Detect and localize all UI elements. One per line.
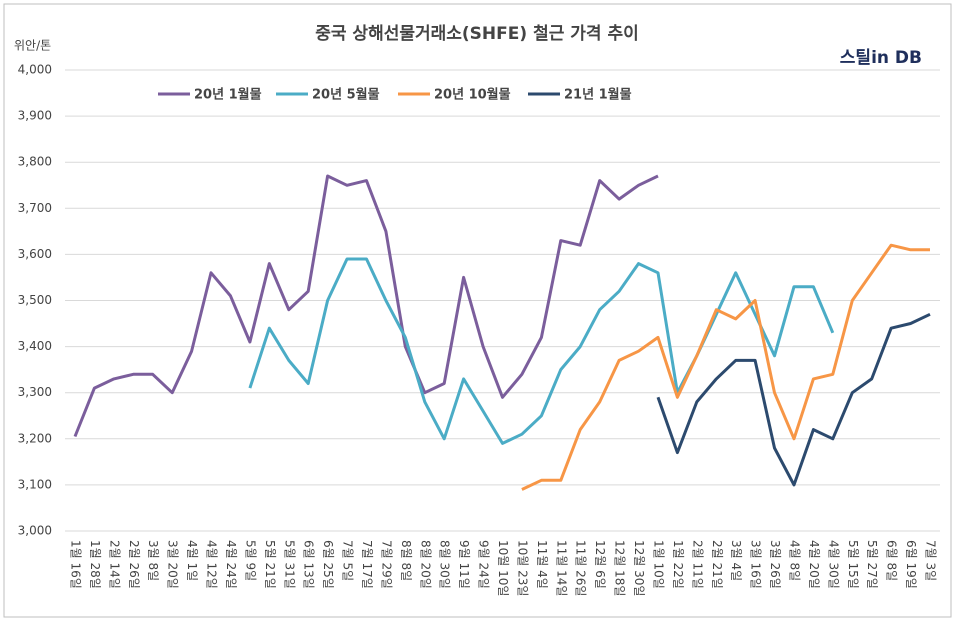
legend-label: 20년 1월물 (194, 87, 262, 103)
x-tick-label: 12월 30일 (632, 540, 646, 596)
legend-label: 20년 10월물 (434, 87, 511, 103)
x-tick-label: 6월 13일 (302, 540, 316, 589)
x-tick-label: 8월 30일 (438, 540, 452, 589)
y-axis-label: 위안/톤 (14, 39, 51, 53)
x-tick-label: 5월 27일 (865, 540, 879, 589)
x-tick-label: 1월 22일 (671, 540, 685, 589)
x-tick-label: 4월 24일 (224, 540, 238, 589)
x-tick-label: 8월 8일 (399, 540, 413, 581)
x-tick-label: 4월 1일 (185, 540, 199, 581)
x-tick-label: 3월 16일 (749, 540, 763, 589)
series-line (73, 174, 659, 438)
x-tick-label: 3월 26일 (768, 540, 782, 589)
series-line (521, 243, 930, 491)
chart-title: 중국 상해선물거래소(SHFE) 철근 가격 추이 (315, 24, 639, 44)
x-tick-label: 2월 11일 (690, 540, 704, 589)
logo: 스틸in DB (840, 47, 922, 68)
x-tick-label: 4월 8일 (787, 540, 801, 581)
x-tick-label: 12월 6일 (593, 540, 607, 589)
y-tick-label: 3,200 (18, 431, 52, 445)
x-tick-label: 1월 10일 (651, 540, 665, 589)
x-tick-label: 7월 29일 (379, 540, 393, 589)
x-tick-label: 6월 8일 (885, 540, 899, 581)
x-tick-label: 7월 5일 (341, 540, 355, 581)
x-tick-label: 5월 31일 (282, 540, 296, 589)
series-line (656, 312, 931, 487)
y-tick-label: 3,800 (18, 155, 52, 169)
y-tick-label: 3,600 (18, 247, 52, 261)
x-tick-label: 6월 19일 (904, 540, 918, 589)
y-tick-label: 3,300 (18, 385, 52, 399)
x-tick-label: 10월 23일 (515, 540, 529, 596)
x-tick-label: 1월 16일 (69, 540, 83, 589)
x-tick-label: 3월 4일 (729, 540, 743, 581)
x-tick-label: 3월 20일 (166, 540, 180, 589)
x-tick-label: 7월 17일 (360, 540, 374, 589)
x-tick-label: 1월 28일 (88, 540, 102, 589)
y-tick-label: 3,900 (18, 109, 52, 123)
x-tick-label: 9월 11일 (457, 540, 471, 589)
x-tick-label: 9월 24일 (477, 540, 491, 589)
x-tick-label: 5월 21일 (263, 540, 277, 589)
x-tick-label: 2월 14일 (107, 540, 121, 589)
y-tick-label: 3,000 (18, 524, 52, 538)
x-tick-label: 11월 14일 (554, 540, 568, 596)
y-tick-label: 3,700 (18, 201, 52, 215)
x-tick-label: 2월 21일 (710, 540, 724, 589)
x-tick-label: 11월 26일 (574, 540, 588, 596)
legend-label: 21년 1월물 (564, 87, 632, 103)
series-line (248, 257, 835, 445)
x-tick-label: 4월 12일 (205, 540, 219, 589)
x-tick-label: 2월 26일 (127, 540, 141, 589)
x-tick-label: 12월 18일 (613, 540, 627, 596)
x-tick-label: 3월 8일 (146, 540, 160, 581)
x-tick-label: 8월 20일 (418, 540, 432, 589)
y-tick-label: 3,500 (18, 293, 52, 307)
x-tick-label: 4월 20일 (807, 540, 821, 589)
x-tick-label: 6월 25일 (321, 540, 335, 589)
chart-border (3, 3, 952, 618)
y-tick-label: 4,000 (18, 63, 52, 77)
x-tick-label: 4월 30일 (826, 540, 840, 589)
x-tick-label: 10월 10일 (496, 540, 510, 596)
y-tick-label: 3,100 (18, 477, 52, 491)
x-tick-label: 11월 4일 (535, 540, 549, 589)
x-tick-label: 5월 15일 (846, 540, 860, 589)
legend-label: 20년 5월물 (312, 87, 380, 103)
x-tick-label: 5월 9일 (243, 540, 257, 581)
y-tick-label: 3,400 (18, 339, 52, 353)
x-tick-label: 7월 3일 (924, 540, 938, 581)
